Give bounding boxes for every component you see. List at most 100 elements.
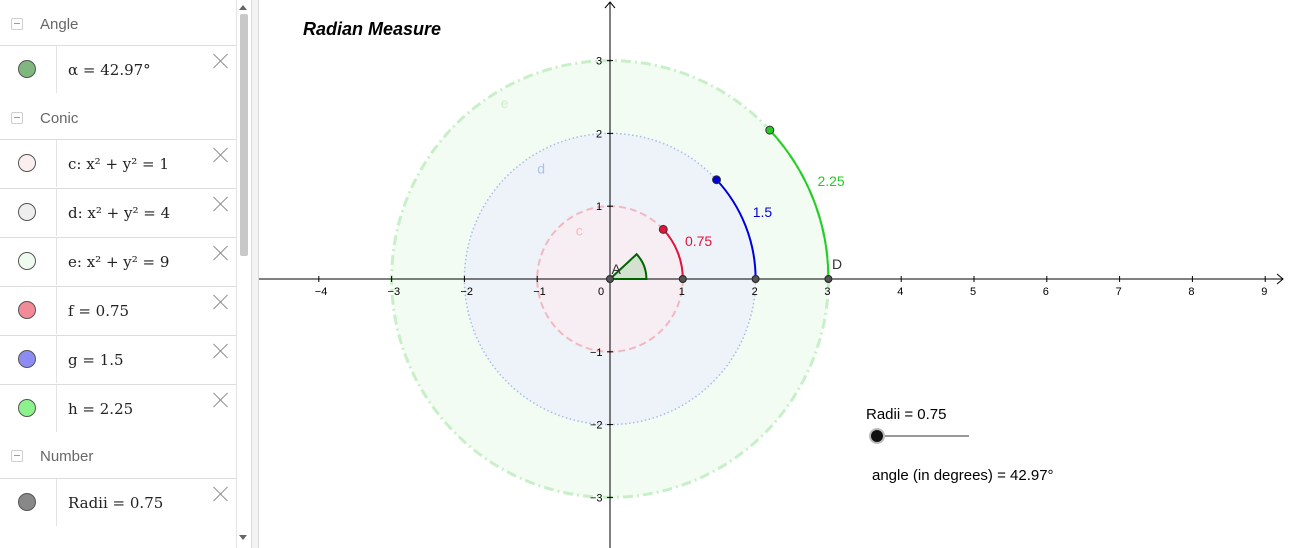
collapse-minus-icon[interactable]: [11, 18, 23, 30]
x-tick-label: −3: [388, 286, 401, 298]
graphics-view[interactable]: −4 −3 −2 −1 0 1 2 3 4 5 6 7 8 9 3 2 1 −1 −2 −3 c d e 0.75 1.5 2.2…: [259, 0, 1289, 548]
x-tick-label: 9: [1261, 286, 1267, 298]
algebra-expression[interactable]: g = 1.5: [68, 351, 124, 369]
y-tick-label: 1: [596, 201, 602, 213]
collapse-minus-icon[interactable]: [11, 450, 23, 462]
algebra-expression[interactable]: h = 2.25: [68, 400, 134, 418]
scroll-up-arrow-icon[interactable]: [239, 5, 247, 10]
algebra-row[interactable]: f = 0.75: [0, 286, 236, 334]
radii-slider[interactable]: [869, 427, 971, 447]
marble-cell: [0, 287, 57, 334]
x-tick-label: 0: [598, 286, 604, 298]
delete-close-icon[interactable]: [212, 342, 230, 360]
y-tick-label: −3: [590, 492, 603, 504]
algebra-row[interactable]: c: x² + y² = 1: [0, 139, 236, 187]
point-arc-f-end[interactable]: [658, 224, 668, 234]
point-on-axis[interactable]: [678, 275, 687, 283]
visibility-toggle-icon[interactable]: [18, 350, 36, 368]
algebra-row[interactable]: e: x² + y² = 9: [0, 237, 236, 285]
category-label: Number: [40, 448, 94, 465]
point-arc-h-end[interactable]: [765, 125, 775, 135]
algebra-row[interactable]: α = 42.97°: [0, 45, 236, 93]
x-tick-label: 3: [824, 286, 830, 298]
y-tick-label: 3: [596, 56, 602, 68]
marble-cell: [0, 479, 57, 526]
algebra-expression[interactable]: e: x² + y² = 9: [68, 253, 170, 271]
point-A-label: A: [611, 261, 621, 277]
point-arc-g-end[interactable]: [712, 175, 722, 185]
visibility-toggle-icon[interactable]: [18, 60, 36, 78]
delete-close-icon[interactable]: [212, 485, 230, 503]
visibility-toggle-icon[interactable]: [18, 252, 36, 270]
angle-degrees-text: angle (in degrees) = 42.97°: [872, 467, 1054, 484]
view-splitter[interactable]: [251, 0, 259, 548]
delete-close-icon[interactable]: [212, 293, 230, 311]
angle-alpha-sector[interactable]: [607, 252, 648, 280]
arc-g[interactable]: [715, 179, 757, 280]
algebra-row[interactable]: g = 1.5: [0, 335, 236, 383]
delete-close-icon[interactable]: [212, 195, 230, 213]
circle-c-label: c: [576, 222, 583, 238]
circle-d-label: d: [537, 160, 545, 176]
delete-close-icon[interactable]: [212, 146, 230, 164]
delete-close-icon[interactable]: [212, 52, 230, 70]
y-tick-label: 2: [596, 128, 602, 140]
x-tick-label: 4: [897, 286, 903, 298]
point-D[interactable]: [824, 275, 833, 283]
scroll-thumb[interactable]: [240, 14, 248, 256]
x-tick-label: 1: [679, 286, 685, 298]
marble-cell: [0, 336, 57, 383]
delete-close-icon[interactable]: [212, 391, 230, 409]
category-header[interactable]: Number: [0, 434, 236, 478]
graphics-title: Radian Measure: [303, 19, 442, 39]
visibility-toggle-icon[interactable]: [18, 493, 36, 511]
x-tick-label: 6: [1043, 286, 1049, 298]
x-tick-label: −1: [533, 286, 546, 298]
arc-f-label: 0.75: [685, 233, 712, 249]
marble-cell: [0, 189, 57, 236]
category-header[interactable]: Angle: [0, 2, 236, 46]
algebra-expression[interactable]: f = 0.75: [68, 302, 130, 320]
category-label: Conic: [40, 110, 79, 127]
arc-g-label: 1.5: [753, 204, 773, 220]
category-header[interactable]: Conic: [0, 96, 236, 140]
x-tick-label: −4: [315, 286, 328, 298]
algebra-expression[interactable]: d: x² + y² = 4: [68, 204, 171, 222]
visibility-toggle-icon[interactable]: [18, 399, 36, 417]
scroll-down-arrow-icon[interactable]: [239, 535, 247, 540]
visibility-toggle-icon[interactable]: [18, 203, 36, 221]
category-label: Angle: [40, 16, 79, 33]
x-tick-label: 5: [970, 286, 976, 298]
x-tick-label: −2: [460, 286, 473, 298]
slider-track[interactable]: [875, 435, 969, 437]
visibility-toggle-icon[interactable]: [18, 154, 36, 172]
marble-cell: [0, 140, 57, 187]
slider-label: Radii = 0.75: [866, 406, 947, 423]
marble-cell: [0, 46, 57, 93]
point-A[interactable]: [606, 275, 614, 283]
point-D-label: D: [832, 256, 842, 272]
point-on-axis[interactable]: [751, 275, 760, 283]
graphics-canvas[interactable]: −4 −3 −2 −1 0 1 2 3 4 5 6 7 8 9 3 2 1 −1 −2 −3 c d e 0.75 1.5 2.2…: [259, 0, 1289, 548]
arc-f[interactable]: [662, 228, 684, 280]
algebra-row[interactable]: d: x² + y² = 4: [0, 188, 236, 236]
collapse-minus-icon[interactable]: [11, 112, 23, 124]
circle-e-label: e: [501, 95, 509, 111]
delete-close-icon[interactable]: [212, 244, 230, 262]
algebra-row[interactable]: h = 2.25: [0, 384, 236, 432]
algebra-expression[interactable]: c: x² + y² = 1: [68, 155, 169, 173]
arc-h-label: 2.25: [817, 173, 844, 189]
algebra-row[interactable]: Radii = 0.75: [0, 478, 236, 526]
algebra-expression[interactable]: α = 42.97°: [68, 61, 151, 79]
marble-cell: [0, 238, 57, 285]
x-tick-label: 2: [752, 286, 758, 298]
algebra-view: Angle α = 42.97° Conic c: x² + y² = 1 d: x² …: [0, 0, 236, 548]
x-tick-label: 7: [1116, 286, 1122, 298]
y-axis-arrow-icon: [604, 1, 616, 9]
slider-knob[interactable]: [869, 428, 885, 444]
arc-h[interactable]: [769, 129, 830, 280]
algebra-scrollbar[interactable]: [236, 0, 251, 548]
visibility-toggle-icon[interactable]: [18, 301, 36, 319]
algebra-expression[interactable]: Radii = 0.75: [68, 494, 164, 512]
y-tick-label: −2: [590, 420, 603, 432]
